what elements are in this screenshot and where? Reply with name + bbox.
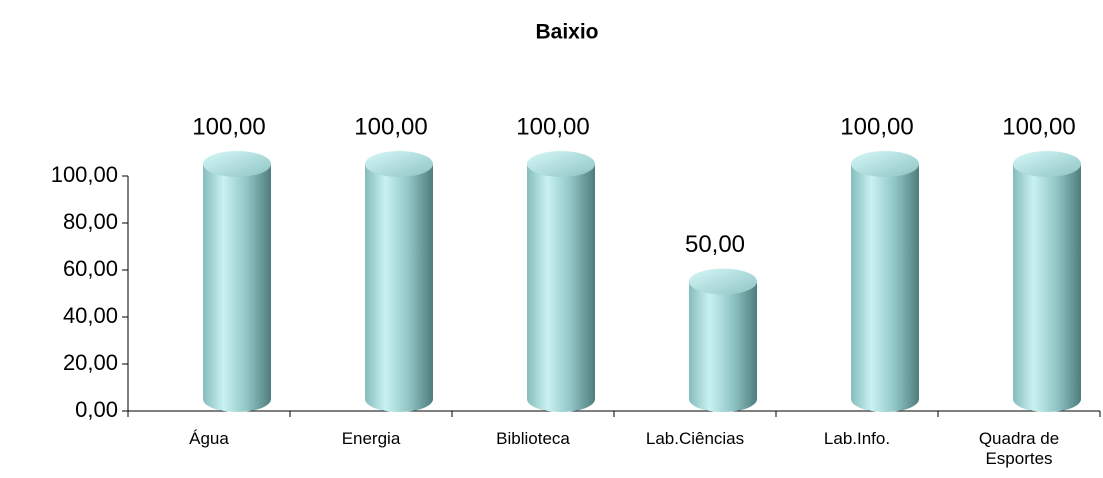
data-label: 100,00	[354, 113, 427, 140]
bar-top	[527, 151, 595, 177]
data-label: 100,00	[1002, 113, 1075, 140]
bar-top	[203, 151, 271, 177]
x-tick-label: Água	[189, 429, 229, 448]
y-tick-label: 40,00	[63, 303, 118, 328]
x-tick-label: Biblioteca	[496, 429, 570, 448]
data-label: 100,00	[192, 113, 265, 140]
x-tick-label: Quadra de Esportes	[978, 429, 1060, 468]
data-label: 100,00	[840, 113, 913, 140]
y-tick-label: 80,00	[63, 209, 118, 234]
bar-top	[689, 268, 757, 295]
data-label: 50,00	[685, 231, 745, 258]
bar	[527, 164, 595, 412]
x-tick-label: Lab.Ciências	[645, 429, 745, 448]
y-tick-label: 20,00	[63, 350, 118, 375]
bar-top	[851, 151, 919, 177]
bar	[851, 164, 919, 412]
bar-top	[365, 151, 433, 177]
y-tick-label: 60,00	[63, 256, 118, 281]
y-tick-label: 0,00	[75, 397, 118, 422]
data-label: 100,00	[516, 113, 589, 140]
chart-title: Baixio	[535, 21, 598, 44]
x-tick-label: Lab.Info.	[823, 429, 891, 448]
bar-top	[1013, 151, 1081, 177]
y-tick-label: 100,00	[51, 162, 118, 187]
x-tick-label: Energia	[341, 429, 401, 448]
bar	[365, 164, 433, 412]
bar	[203, 164, 271, 412]
bar	[689, 281, 757, 412]
bar	[1013, 164, 1081, 412]
